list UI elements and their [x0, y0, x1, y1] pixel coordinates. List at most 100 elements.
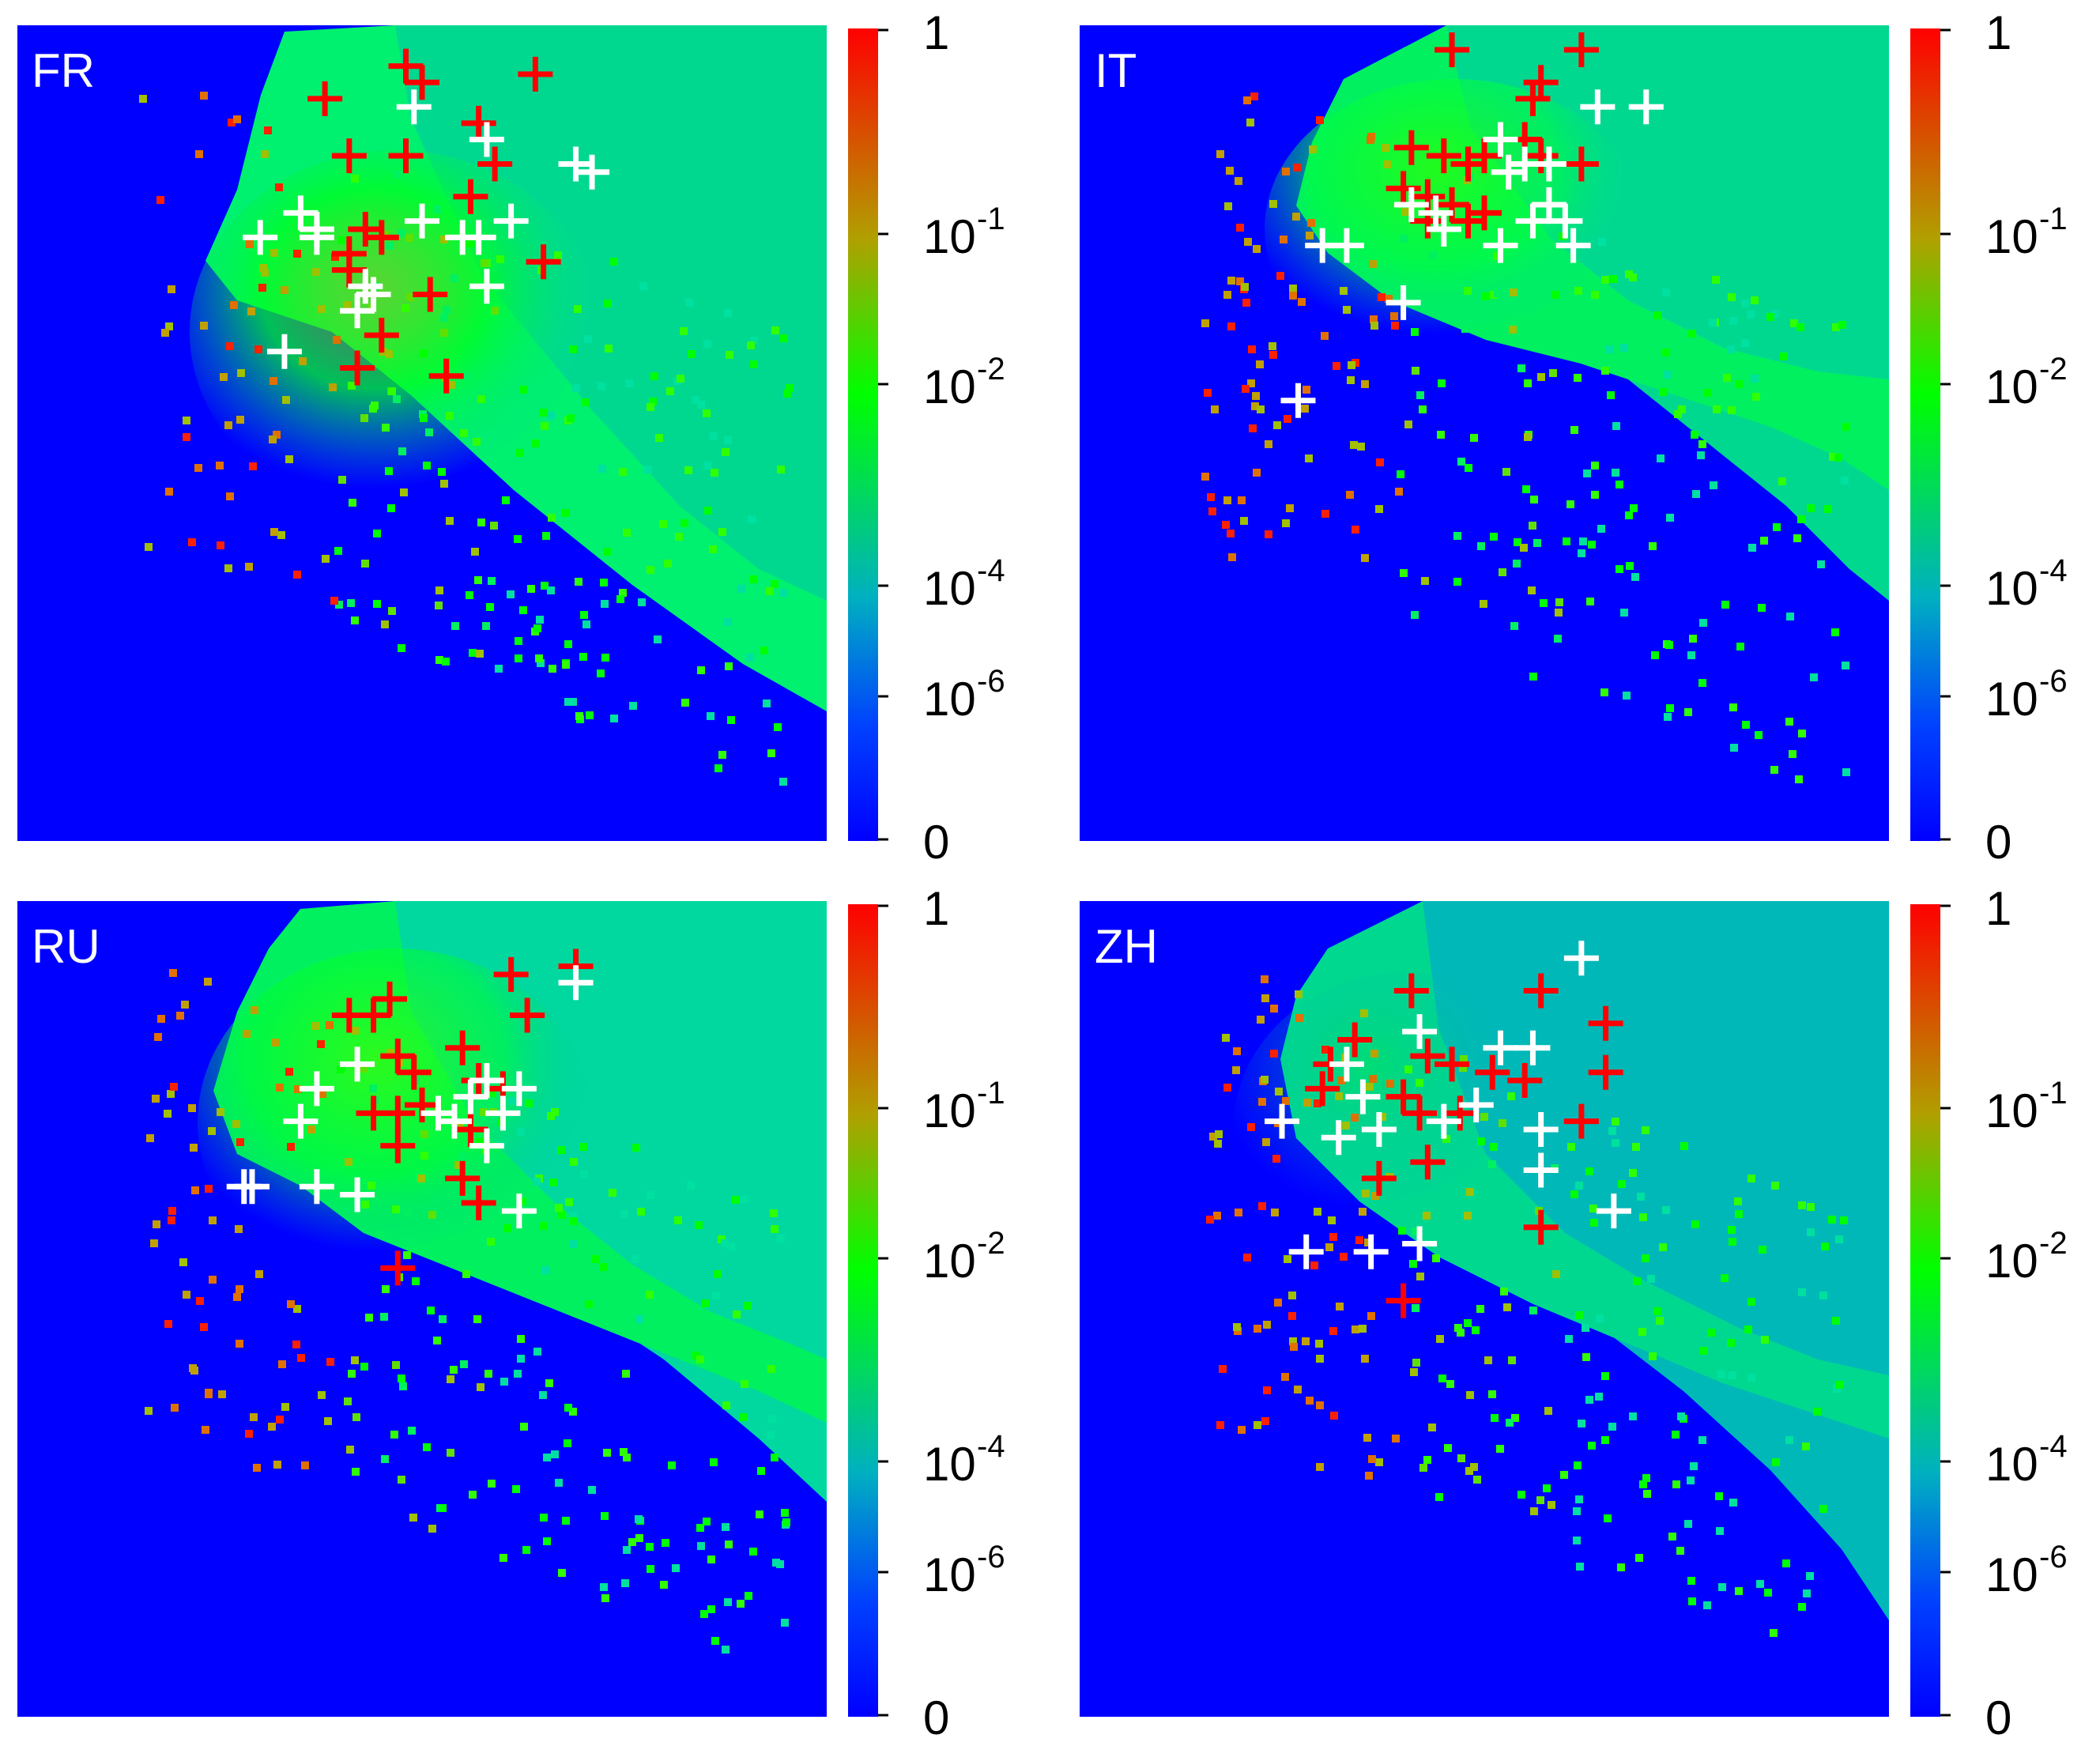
scatter-pixel	[1674, 410, 1682, 418]
scatter-pixel	[476, 650, 484, 658]
scatter-pixel	[1464, 287, 1472, 295]
colorbar-labels-fr: 1 10 -1 10 -2 10 -4 10 -6 0	[923, 6, 1005, 869]
red-cross-marker	[1475, 1054, 1510, 1090]
red-cross-marker	[461, 105, 496, 141]
scatter-pixel	[1476, 1305, 1484, 1313]
scatter-pixel	[236, 1285, 243, 1293]
scatter-pixel	[646, 1543, 654, 1551]
scatter-pixel	[466, 591, 473, 599]
tick-label: 10	[923, 673, 976, 726]
scatter-pixel	[1752, 393, 1760, 401]
scatter-pixel	[1275, 1088, 1283, 1095]
scatter-pixel	[1630, 504, 1638, 512]
scatter-pixel	[1567, 1143, 1575, 1151]
scatter-pixel	[1742, 721, 1750, 729]
scatter-pixel	[1785, 718, 1793, 726]
tick-label: 0	[1985, 816, 2011, 869]
white-cross-marker	[1353, 1234, 1389, 1269]
scatter-pixel	[1653, 311, 1661, 319]
scatter-pixel	[402, 304, 409, 312]
scatter-pixel	[466, 239, 474, 247]
scatter-pixel	[1785, 1436, 1793, 1444]
scatter-pixel	[1575, 1495, 1583, 1503]
scatter-pixel	[1668, 1533, 1676, 1540]
red-cross-marker	[307, 81, 343, 116]
scatter-pixel	[386, 242, 394, 250]
scatter-pixel	[722, 448, 730, 456]
scatter-pixel	[361, 560, 369, 568]
scatter-pixel	[1544, 1407, 1552, 1415]
scatter-pixel	[516, 449, 524, 457]
scatter-pixel	[1807, 1203, 1815, 1211]
scatter-pixel	[1734, 1197, 1742, 1205]
scatter-pixel	[259, 264, 267, 272]
scatter-pixel	[1703, 1601, 1711, 1609]
scatter-pixel	[1207, 493, 1215, 501]
scatter-pixel	[1269, 342, 1276, 350]
scatter-pixel	[569, 1212, 577, 1220]
scatter-pixel	[567, 414, 575, 422]
panel-label-zh: ZH	[1095, 920, 1158, 973]
scatter-pixel	[390, 1431, 398, 1439]
scatter-pixel	[541, 422, 549, 430]
white-cross-marker	[243, 220, 278, 255]
scatter-pixel	[1348, 361, 1355, 369]
scatter-pixel	[1713, 405, 1721, 413]
scatter-pixel	[326, 1358, 334, 1366]
scatter-pixel	[1508, 1356, 1516, 1364]
scatter-pixel	[647, 566, 654, 574]
scatter-pixel	[771, 580, 779, 588]
scatter-pixel	[763, 700, 771, 707]
scatter-pixel	[1289, 1337, 1297, 1345]
scatter-pixel	[760, 647, 768, 654]
scatter-pixel	[1729, 1238, 1736, 1246]
scatter-pixel	[710, 1458, 718, 1466]
scatter-pixel	[1213, 1212, 1221, 1220]
scatter-pixel	[654, 635, 662, 643]
panel-fr: FR 1 10 -1 10 -2 10 -4 10 -6 0	[17, 6, 1005, 869]
scatter-pixel	[558, 1211, 566, 1219]
red-cross-marker	[331, 138, 367, 174]
scatter-pixel	[1302, 1337, 1310, 1345]
scatter-pixel	[1500, 1288, 1508, 1295]
scatter-pixel	[1716, 1527, 1724, 1535]
tick-label: 10	[923, 210, 976, 263]
scatter-pixel	[1649, 1352, 1657, 1360]
scatter-pixel	[623, 1546, 631, 1554]
scatter-pixel	[1616, 565, 1623, 573]
white-cross-marker	[1386, 285, 1421, 320]
scatter-pixel	[598, 383, 605, 390]
scatter-pixel	[423, 1443, 431, 1451]
red-cross-marker	[1523, 65, 1559, 100]
scatter-pixel	[1608, 1423, 1616, 1431]
scatter-pixel	[1340, 287, 1348, 295]
scatter-pixel	[233, 1293, 241, 1301]
scatter-pixel	[1351, 1114, 1359, 1122]
scatter-pixel	[1272, 1155, 1280, 1163]
scatter-pixel	[635, 1515, 643, 1523]
red-cross-marker	[526, 244, 561, 280]
white-cross-marker	[283, 195, 319, 231]
scatter-pixel	[293, 1305, 301, 1313]
scatter-pixel	[1227, 530, 1235, 537]
scatter-pixel	[139, 95, 147, 103]
scatter-pixel	[345, 1158, 353, 1166]
scatter-pixel	[747, 341, 755, 349]
scatter-pixel	[1423, 1456, 1431, 1464]
scatter-pixel	[1662, 349, 1670, 356]
scatter-pixel	[1560, 1471, 1568, 1479]
scatter-pixel	[767, 749, 775, 757]
scatter-pixel	[1625, 511, 1633, 519]
scatter-pixel	[1567, 500, 1574, 508]
scatter-pixel	[1689, 635, 1697, 643]
scatter-pixel	[597, 669, 605, 677]
scatter-pixel	[514, 1370, 522, 1378]
scatter-pixel	[1419, 405, 1427, 413]
scatter-pixel	[1243, 1254, 1251, 1261]
scatter-pixel	[569, 1408, 577, 1416]
scatter-pixel	[1390, 312, 1398, 320]
scatter-pixel	[1747, 1175, 1755, 1182]
scatter-pixel	[555, 1204, 563, 1212]
scatter-pixel	[446, 412, 454, 420]
white-cross-marker	[558, 146, 594, 182]
